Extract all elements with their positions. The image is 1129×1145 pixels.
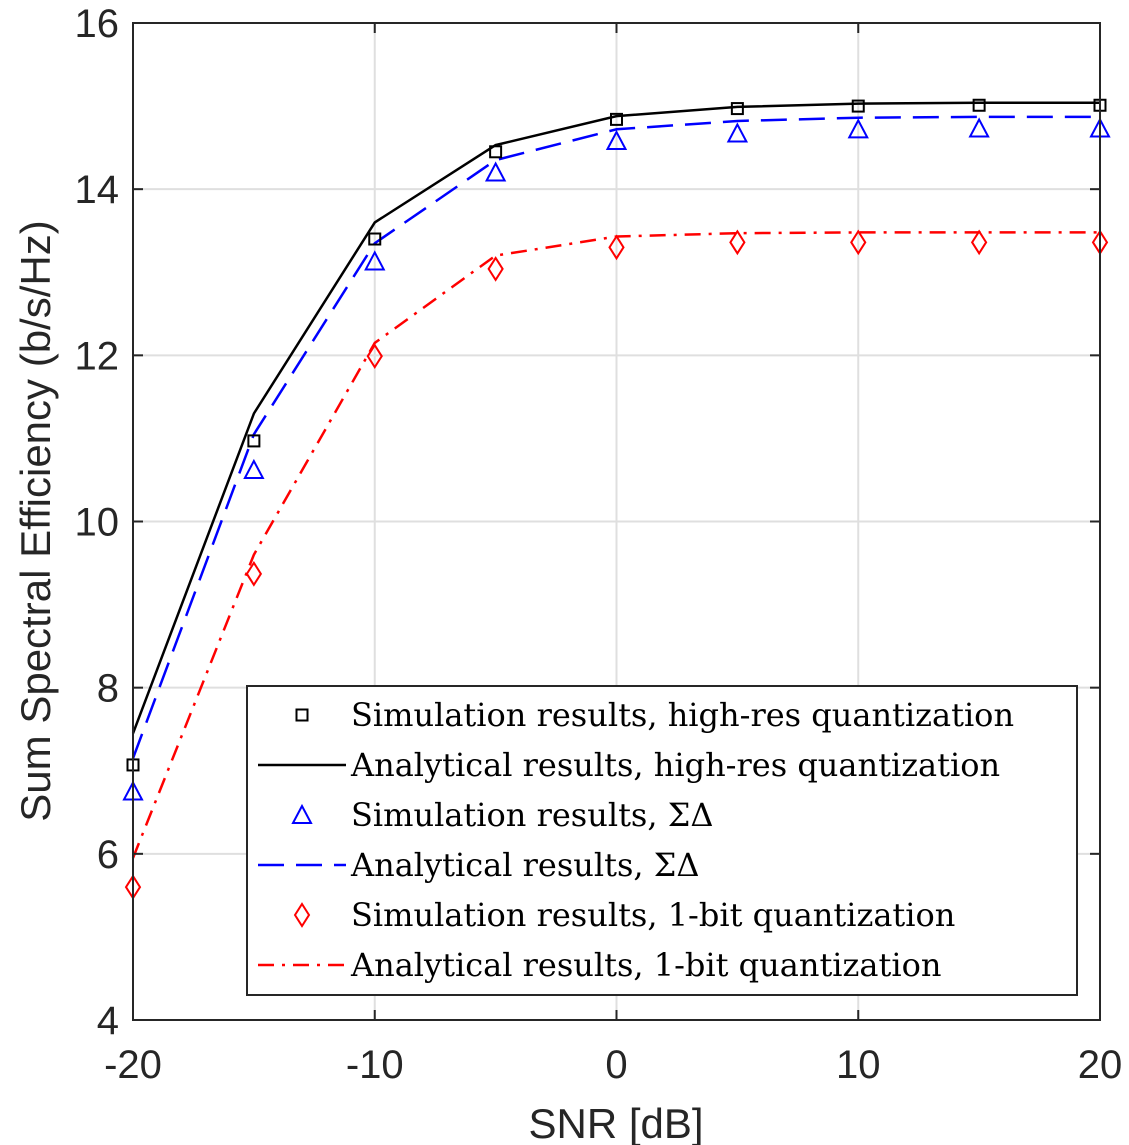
legend-label: Analytical results, high-res quantizatio… xyxy=(350,746,1000,784)
legend-label: Simulation results, high-res quantizatio… xyxy=(351,696,1014,734)
data-point-2 xyxy=(243,458,265,479)
legend-box xyxy=(246,685,1078,996)
y-tick-label: 4 xyxy=(97,999,119,1043)
legend-label: Simulation results, 1-bit quantization xyxy=(351,896,955,934)
x-tick-label: 20 xyxy=(1078,1043,1123,1087)
x-tick-label: -10 xyxy=(346,1043,404,1087)
data-point-2 xyxy=(968,117,990,138)
y-tick-label: 6 xyxy=(97,833,119,877)
data-point-4 xyxy=(366,343,383,370)
data-point-2 xyxy=(847,118,869,139)
data-point-4 xyxy=(245,560,263,587)
y-tick-label: 12 xyxy=(75,334,120,378)
data-point-0 xyxy=(610,112,623,126)
data-point-2 xyxy=(605,129,628,150)
legend-marker xyxy=(291,803,313,824)
data-point-0 xyxy=(489,145,503,159)
y-tick-label: 14 xyxy=(75,168,120,212)
x-tick-label: -20 xyxy=(104,1043,162,1087)
legend-label: Simulation results, ΣΔ xyxy=(351,796,713,834)
legend-marker xyxy=(295,708,309,722)
x-tick-label: 0 xyxy=(605,1043,627,1087)
legend-label: Analytical results, 1-bit quantization xyxy=(350,946,941,984)
legend-label: Analytical results, ΣΔ xyxy=(350,846,699,884)
series-line-3 xyxy=(131,115,1100,759)
x-axis-label: SNR [dB] xyxy=(528,1100,703,1145)
data-point-2 xyxy=(364,250,386,271)
y-tick-label: 10 xyxy=(75,501,120,545)
data-point-0 xyxy=(730,102,744,116)
data-point-0 xyxy=(972,98,986,112)
data-point-0 xyxy=(368,232,382,246)
data-point-4 xyxy=(850,229,867,256)
series-line-1 xyxy=(131,101,1100,734)
y-tick-label: 8 xyxy=(97,667,119,711)
data-point-4 xyxy=(729,229,746,256)
data-point-4 xyxy=(487,256,504,282)
data-point-0 xyxy=(247,434,261,448)
y-axis-label: Sum Spectral Efficiency (b/s/Hz) xyxy=(12,220,59,821)
data-point-4 xyxy=(608,234,625,261)
x-tick-label: 10 xyxy=(836,1043,881,1087)
data-point-2 xyxy=(726,122,749,143)
legend-marker xyxy=(293,902,311,928)
tick-layer: -20 -10 0 10 20 4 6 8 10 12 14 16 xyxy=(75,2,1123,1087)
data-point-2 xyxy=(484,161,507,182)
y-tick-label: 16 xyxy=(75,2,120,46)
series-layer xyxy=(122,98,1111,900)
legend: Simulation results, high-res quantizatio… xyxy=(246,685,1078,996)
data-point-4 xyxy=(970,229,988,256)
data-point-0 xyxy=(851,99,865,113)
